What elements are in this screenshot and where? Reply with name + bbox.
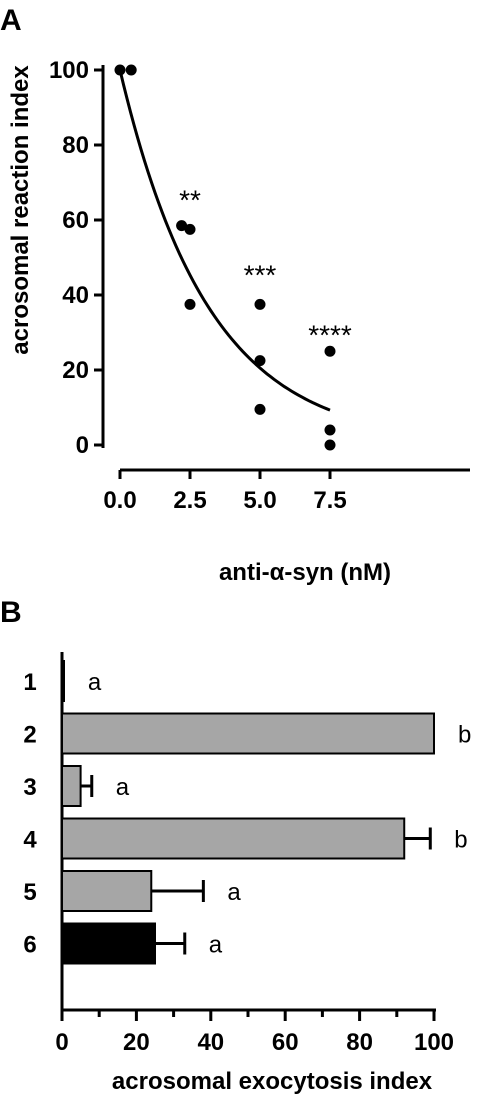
panel-a-data-point	[324, 439, 336, 451]
panel-a-y-tick-label: 100	[49, 57, 89, 84]
panel-a-scatter: A acrosomal reaction index anti-α-syn (n…	[0, 4, 470, 586]
panel-a-y-tick-label: 40	[62, 282, 89, 309]
panel-a-y-tick-label: 80	[62, 132, 89, 159]
panel-a-data-point	[114, 64, 126, 76]
panel-b-bar	[61, 922, 156, 965]
panel-a-data-point	[254, 298, 266, 310]
panel-b-x-tick-label: 20	[123, 1029, 150, 1056]
panel-b-category-label: 2	[23, 722, 36, 749]
panel-a-data-point	[324, 424, 336, 436]
panel-a-x-tick-label: 5.0	[243, 487, 276, 514]
panel-b-letter-label: b	[454, 827, 467, 854]
panel-b-category-label: 6	[23, 932, 36, 959]
panel-b-letter-label: a	[88, 669, 102, 696]
panel-b-category-label: 1	[23, 669, 36, 696]
panel-b-x-tick-label: 40	[197, 1029, 224, 1056]
panel-a-significance-label: ****	[308, 320, 352, 351]
panel-b-x-tick-label: 100	[414, 1029, 454, 1056]
panel-b-letter-label: a	[209, 932, 223, 959]
panel-b-category-label: 3	[23, 774, 36, 801]
panel-b-category-label: 5	[23, 879, 36, 906]
panel-b-letter-label: a	[116, 774, 130, 801]
panel-b-x-tick-label: 60	[272, 1029, 299, 1056]
panel-b-letter-label: a	[227, 879, 241, 906]
panel-a-data-point	[176, 220, 188, 232]
panel-a-data-point	[254, 355, 266, 367]
panel-a-x-tick-label: 7.5	[313, 487, 346, 514]
panel-b-bar-chart: B acrosomal exocytosis index 0 20 40 60 80 10…	[0, 596, 471, 1095]
panel-a-y-tick-label: 20	[62, 357, 89, 384]
panel-b-x-axis-title: acrosomal exocytosis index	[112, 1068, 433, 1095]
panel-a-x-tick-label: 2.5	[173, 487, 206, 514]
panel-a-data-point	[184, 298, 196, 310]
panel-b-x-tick-label: 80	[346, 1029, 373, 1056]
panel-b-x-tick-label: 0	[55, 1029, 68, 1056]
panel-a-data-point	[184, 223, 196, 235]
panel-a-significance-label: **	[179, 185, 201, 216]
panel-b-bar	[61, 660, 65, 702]
panel-a-significance-label: ***	[244, 260, 277, 291]
panel-a-letter: A	[0, 4, 22, 37]
panel-a-y-tick-label: 0	[76, 432, 89, 459]
panel-a-data-point	[254, 403, 266, 415]
panel-a-y-tick-label: 60	[62, 207, 89, 234]
panel-b-letter-label: b	[458, 722, 471, 749]
panel-b-bar	[61, 712, 435, 755]
panel-b-bar	[61, 765, 82, 807]
panel-a-x-tick-label: 0.0	[103, 487, 136, 514]
panel-a-y-axis-title: acrosomal reaction index	[7, 65, 34, 355]
panel-a-x-axis-title: anti-α-syn (nM)	[219, 559, 391, 586]
panel-a-data-point	[125, 64, 137, 76]
panel-b-bar	[61, 817, 406, 860]
panel-a-data-point	[324, 345, 336, 357]
panel-b-letter: B	[0, 596, 22, 629]
panel-b-bar	[61, 870, 153, 912]
panel-a-fit-curve	[118, 69, 331, 412]
panel-b-category-label: 4	[23, 827, 37, 854]
